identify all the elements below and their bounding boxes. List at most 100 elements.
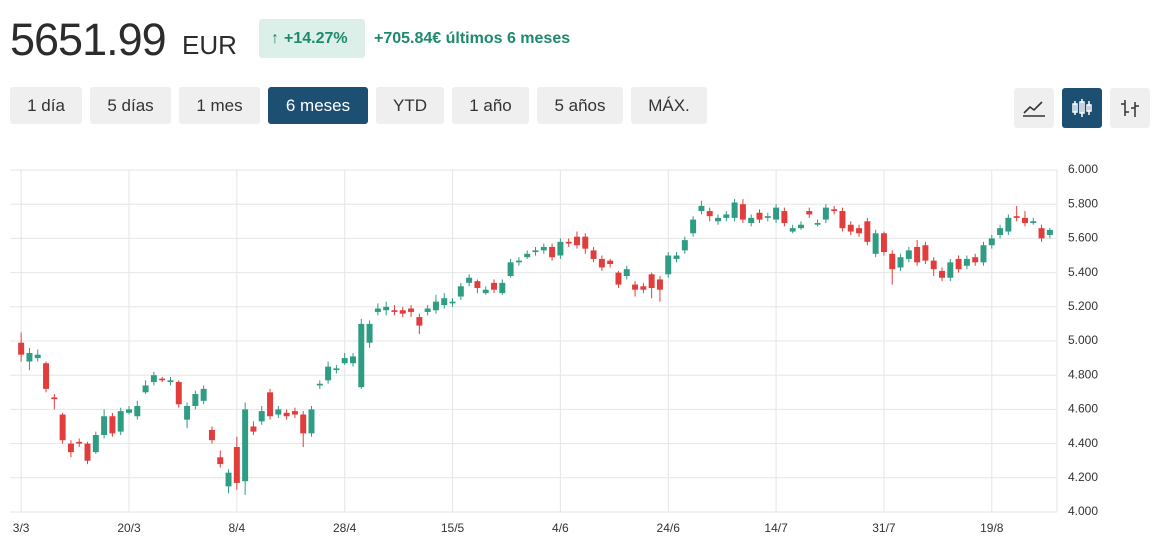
- candle-body: [225, 472, 232, 487]
- candle-body: [632, 284, 639, 290]
- candle-body: [955, 258, 962, 270]
- x-tick-label: 15/5: [441, 521, 465, 535]
- candle-body: [590, 250, 597, 259]
- candle-body: [748, 217, 755, 224]
- candle-body: [739, 204, 746, 220]
- range-button[interactable]: 5 años: [537, 87, 623, 124]
- candle-body: [839, 211, 846, 229]
- candle-body: [540, 246, 547, 251]
- candle-body: [499, 282, 506, 294]
- candle-body: [76, 441, 83, 444]
- candle-body: [972, 257, 979, 263]
- candle-body: [358, 323, 365, 388]
- candle-body: [665, 255, 672, 275]
- candle-body: [889, 253, 896, 270]
- change-pct: +14.27%: [284, 30, 348, 47]
- candle-body: [939, 270, 945, 278]
- candle-body: [233, 447, 240, 483]
- y-tick-label: 5.600: [1068, 231, 1098, 245]
- candle-body: [623, 269, 630, 277]
- candle-body: [142, 385, 149, 393]
- range-button[interactable]: MÁX.: [631, 87, 707, 124]
- candle-body: [640, 286, 647, 290]
- candle-body: [789, 228, 796, 232]
- candle-body: [491, 282, 498, 290]
- candle-body: [1030, 221, 1037, 224]
- candle-body: [731, 202, 738, 218]
- y-tick-label: 4.800: [1068, 367, 1098, 381]
- y-tick-label: 4.200: [1068, 470, 1098, 484]
- candle-body: [267, 392, 274, 417]
- candle-body: [59, 414, 66, 441]
- candle-body: [67, 443, 74, 453]
- range-button[interactable]: 1 mes: [179, 87, 260, 124]
- candle-body: [607, 260, 614, 265]
- candle-body: [1013, 216, 1020, 218]
- candle-body: [723, 214, 730, 218]
- candle-body: [897, 257, 904, 268]
- candle-body: [184, 405, 191, 420]
- candle-body: [673, 255, 680, 259]
- x-tick-label: 8/4: [229, 521, 246, 535]
- candle-body: [192, 394, 199, 406]
- y-tick-label: 6.000: [1068, 162, 1098, 176]
- x-tick-label: 20/3: [117, 521, 141, 535]
- candle-body: [573, 236, 580, 246]
- price: 5651.99: [10, 14, 167, 65]
- candle-body: [457, 286, 464, 297]
- candle-body: [905, 250, 912, 259]
- candle-body: [374, 308, 381, 312]
- candle-body: [399, 310, 406, 314]
- candle-body: [258, 411, 265, 422]
- candle-body: [847, 224, 854, 232]
- ohlc-icon: [1121, 100, 1139, 117]
- candle-body: [615, 272, 622, 285]
- candle-body: [997, 228, 1004, 235]
- candle-body: [341, 358, 348, 364]
- candle-body: [698, 205, 705, 212]
- candle-body: [880, 233, 887, 253]
- candle-body: [806, 211, 813, 215]
- candle-body: [822, 207, 829, 220]
- candle-chart-button[interactable]: [1062, 88, 1102, 128]
- candle-body: [325, 366, 332, 381]
- candle-body: [1021, 217, 1028, 224]
- candle-body: [864, 221, 871, 242]
- y-tick-label: 5.400: [1068, 265, 1098, 279]
- candle-body: [648, 274, 655, 288]
- candle-body: [914, 246, 921, 263]
- y-tick-label: 4.400: [1068, 436, 1098, 450]
- candle-body: [515, 260, 522, 263]
- candle-body: [250, 426, 257, 432]
- candle-body: [980, 245, 987, 263]
- candle-body: [51, 397, 58, 400]
- ohlc-chart-button[interactable]: [1110, 88, 1150, 128]
- candle-body: [383, 306, 390, 311]
- y-tick-label: 5.800: [1068, 196, 1098, 210]
- candle-body: [532, 250, 539, 253]
- candle-body: [408, 308, 415, 312]
- range-button[interactable]: 1 año: [452, 87, 529, 124]
- x-tick-label: 28/4: [333, 521, 357, 535]
- range-button[interactable]: 6 meses: [268, 87, 368, 124]
- candle-body: [756, 212, 763, 220]
- candle-body: [275, 409, 282, 415]
- candle-body: [424, 308, 431, 312]
- candle-body: [524, 253, 531, 258]
- range-button[interactable]: 1 día: [10, 87, 82, 124]
- candle-body: [242, 409, 249, 482]
- line-chart-button[interactable]: [1014, 88, 1054, 128]
- x-tick-label: 4/6: [552, 521, 569, 535]
- range-button[interactable]: 5 días: [90, 87, 171, 124]
- candle-body: [316, 383, 323, 386]
- candle-body: [549, 246, 556, 258]
- candle-body: [300, 414, 307, 434]
- candle-body: [930, 260, 937, 270]
- candle-body: [432, 301, 439, 311]
- y-tick-label: 5.200: [1068, 299, 1098, 313]
- x-tick-label: 3/3: [13, 521, 30, 535]
- candle-body: [872, 233, 879, 254]
- range-button[interactable]: YTD: [376, 87, 444, 124]
- candle-body: [466, 277, 473, 283]
- arrow-icon: ↑: [271, 30, 279, 47]
